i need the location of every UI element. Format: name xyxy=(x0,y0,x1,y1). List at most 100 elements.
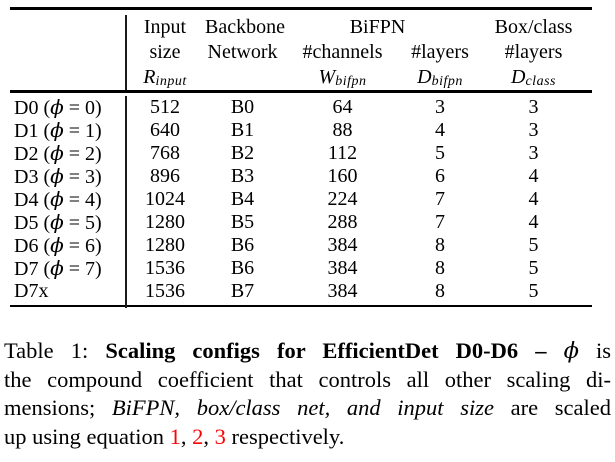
cell-bifpn-layers: 8 xyxy=(435,279,445,302)
math-var: R xyxy=(143,65,156,88)
caption-text: ϕ xyxy=(563,338,579,364)
cell-backbone: B2 xyxy=(230,141,255,164)
cell-backbone: B6 xyxy=(230,233,255,256)
cell-backbone: B1 xyxy=(230,118,255,141)
math-subscript: input xyxy=(155,73,187,89)
cell-boxclass-layers: 5 xyxy=(528,279,539,302)
caption-line: Table 1: Scaling configs for EfficientDe… xyxy=(4,337,611,366)
row-label-cell: D7x xyxy=(14,279,49,302)
caption-text: are scaled xyxy=(493,395,611,420)
table-body: D0 (ϕ = 0) 512 B0 64 3 3 D1 (ϕ = 1) 640 B1 88 4 3 D2… xyxy=(10,93,592,305)
table-row: D3 (ϕ = 3) 896 B3 160 6 4 xyxy=(10,163,592,188)
row-label-cell: D5 (ϕ = 5) xyxy=(14,209,102,234)
equation-ref-link[interactable]: 1 xyxy=(169,423,181,449)
phi-symbol: ϕ xyxy=(50,163,64,188)
table-row: D7 (ϕ = 7) 1536 B6 384 8 5 xyxy=(10,255,592,280)
caption-text: is xyxy=(578,338,611,363)
cell-bifpn-layers: 6 xyxy=(435,164,445,187)
cell-backbone: B7 xyxy=(230,279,255,302)
math-subscript: bifpn xyxy=(431,73,463,89)
header-input: Input xyxy=(143,15,187,38)
row-label-cell: D4 (ϕ = 4) xyxy=(14,186,102,211)
equation-ref-link[interactable]: 3 xyxy=(214,423,226,449)
table-row: D0 (ϕ = 0) 512 B0 64 3 3 xyxy=(10,94,592,119)
cell-backbone: B6 xyxy=(230,256,255,279)
header-symbol-blank xyxy=(205,65,280,94)
cell-boxclass-layers: 3 xyxy=(528,141,539,164)
cell-bifpn-channels: 288 xyxy=(327,210,358,233)
caption-line: up using equation 1, 2, 3 respectively. xyxy=(4,423,611,452)
caption-text: BiFPN, box/class net, and input size xyxy=(111,395,494,420)
row-label-cell: D7 (ϕ = 7) xyxy=(14,255,102,280)
caption-text: Scaling configs for EfficientDet D0-D6 – xyxy=(105,338,564,363)
caption-text: Table 1: xyxy=(4,338,106,363)
math-var: D xyxy=(417,65,432,88)
cell-bifpn-channels: 64 xyxy=(332,95,353,118)
cell-boxclass-layers: 4 xyxy=(528,164,539,187)
cell-bifpn-layers: 8 xyxy=(435,233,445,256)
cell-bifpn-channels: 384 xyxy=(327,256,358,279)
row-label-cell: D1 (ϕ = 1) xyxy=(14,117,102,142)
header-input-size: size xyxy=(149,40,181,63)
phi-symbol: ϕ xyxy=(50,255,64,280)
header-row-1: Input Backbone BiFPN Box/class xyxy=(10,15,592,40)
table-bottom-rule xyxy=(10,304,592,308)
row-label-cell: D6 (ϕ = 6) xyxy=(14,232,102,257)
phi-symbol: ϕ xyxy=(50,140,64,165)
cell-input-size: 640 xyxy=(150,118,180,141)
caption-line: mensions; BiFPN, box/class net, and inpu… xyxy=(4,394,611,423)
math-var: D xyxy=(511,65,526,88)
table-header: Input Backbone BiFPN Box/class size Netw… xyxy=(10,10,592,90)
table-row: D1 (ϕ = 1) 640 B1 88 4 3 xyxy=(10,117,592,142)
caption-text: the compound coefficient that controls a… xyxy=(4,366,611,392)
cell-backbone: B5 xyxy=(230,210,255,233)
phi-symbol: ϕ xyxy=(50,209,64,234)
header-boxclass-layers: #layers xyxy=(504,40,563,63)
header-rowlabel-blank xyxy=(10,40,125,65)
table-row: D5 (ϕ = 5) 1280 B5 288 7 4 xyxy=(10,209,592,234)
table-row: D7x 1536 B7 384 8 5 xyxy=(10,280,592,303)
header-rowlabel-blank xyxy=(10,65,125,94)
table-top-rule xyxy=(10,7,592,10)
table-caption: Table 1: Scaling configs for EfficientDe… xyxy=(4,337,611,451)
row-label-cell: D0 (ϕ = 0) xyxy=(14,94,102,119)
math-subscript: class xyxy=(525,73,556,89)
phi-symbol: ϕ xyxy=(50,186,64,211)
header-bifpn-layers: #layers xyxy=(411,40,469,63)
table-header-separator-rule xyxy=(10,89,592,93)
phi-symbol: ϕ xyxy=(50,117,64,142)
cell-input-size: 1280 xyxy=(145,210,185,233)
phi-symbol: ϕ xyxy=(50,232,64,257)
cell-boxclass-layers: 5 xyxy=(528,233,539,256)
math-var: W xyxy=(318,65,336,88)
cell-input-size: 512 xyxy=(150,95,180,118)
math-subscript: bifpn xyxy=(335,73,367,89)
caption-text: up using equation xyxy=(4,423,170,449)
cell-input-size: 1280 xyxy=(145,233,185,256)
cell-input-size: 768 xyxy=(150,141,180,164)
header-bifpn-channels: #channels xyxy=(302,40,383,63)
cell-boxclass-layers: 4 xyxy=(528,187,539,210)
header-symbol-dbifpn: Dbifpn xyxy=(405,65,475,94)
cell-bifpn-layers: 5 xyxy=(435,141,445,164)
equation-ref-link[interactable]: 2 xyxy=(192,423,204,449)
cell-boxclass-layers: 3 xyxy=(528,118,539,141)
header-rowlabel-blank xyxy=(10,15,125,40)
cell-bifpn-channels: 384 xyxy=(327,279,358,302)
header-symbol-dclass: Dclass xyxy=(475,65,592,94)
table-row: D4 (ϕ = 4) 1024 B4 224 7 4 xyxy=(10,186,592,211)
table-vertical-rule xyxy=(125,15,127,90)
scaling-configs-table: Input Backbone BiFPN Box/class size Netw… xyxy=(10,7,592,309)
cell-input-size: 1536 xyxy=(145,256,185,279)
caption-text: , xyxy=(203,423,215,449)
cell-backbone: B4 xyxy=(230,187,255,210)
row-label-cell: D2 (ϕ = 2) xyxy=(14,140,102,165)
cell-backbone: B3 xyxy=(230,164,255,187)
cell-input-size: 1536 xyxy=(145,279,185,302)
cell-bifpn-layers: 7 xyxy=(435,210,445,233)
cell-bifpn-channels: 384 xyxy=(327,233,358,256)
cell-bifpn-layers: 3 xyxy=(435,95,445,118)
phi-symbol: ϕ xyxy=(50,94,64,119)
cell-bifpn-channels: 112 xyxy=(327,141,358,164)
header-boxclass: Box/class xyxy=(494,15,573,38)
